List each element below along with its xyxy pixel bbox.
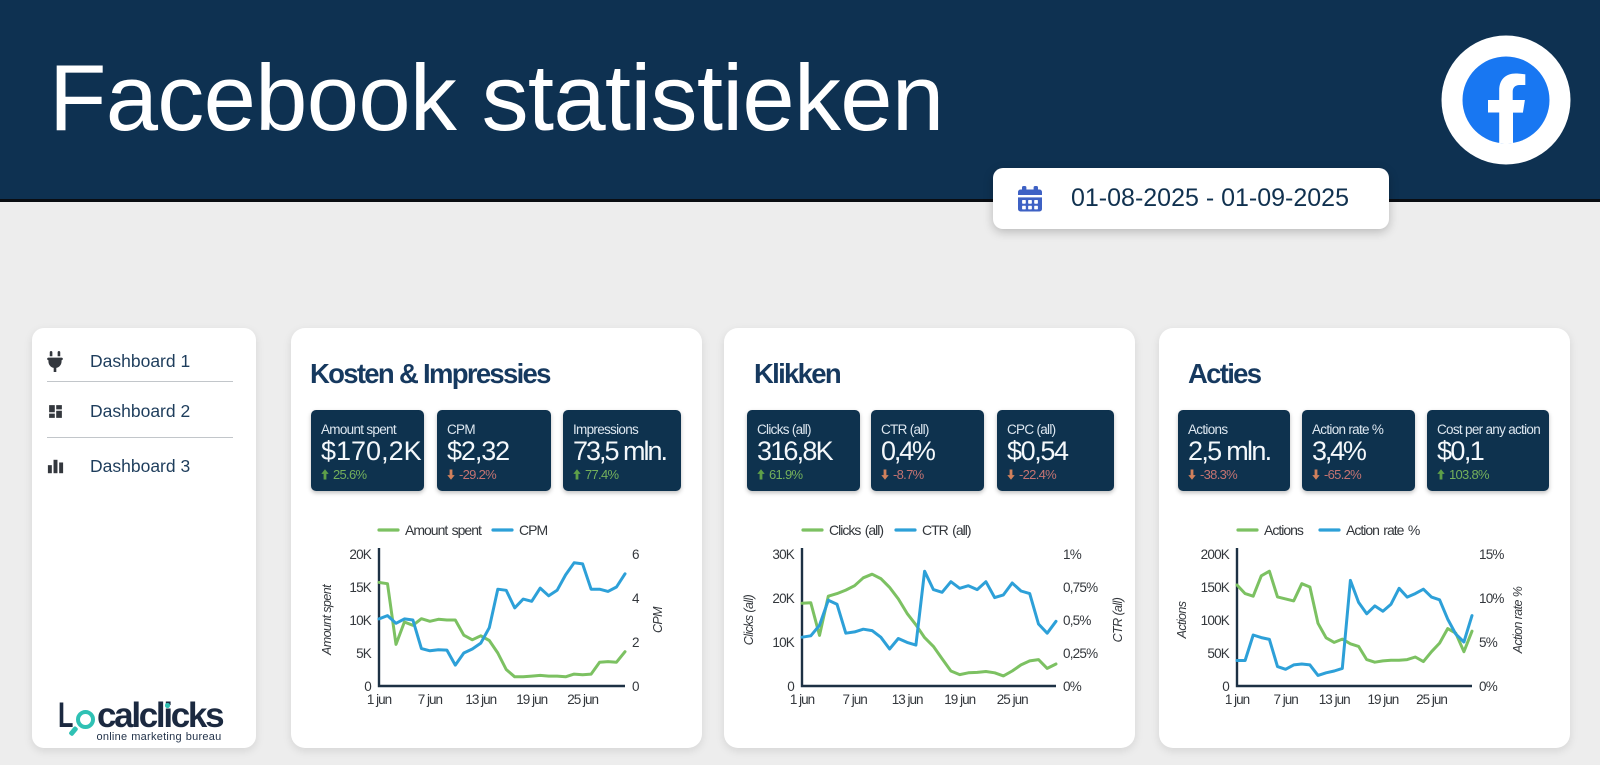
svg-text:10K: 10K xyxy=(349,613,371,628)
svg-text:Actions: Actions xyxy=(1175,601,1189,639)
svg-text:25 jun: 25 jun xyxy=(997,692,1028,707)
svg-text:Clicks (all): Clicks (all) xyxy=(829,522,883,538)
svg-text:5%: 5% xyxy=(1479,635,1498,650)
svg-text:0%: 0% xyxy=(1063,679,1082,694)
svg-text:CTR (all): CTR (all) xyxy=(1111,597,1125,642)
svg-text:0,5%: 0,5% xyxy=(1063,613,1091,628)
svg-text:15K: 15K xyxy=(349,580,371,595)
svg-text:19 jun: 19 jun xyxy=(944,692,975,707)
svg-text:Amount spent: Amount spent xyxy=(320,584,334,656)
svg-text:6: 6 xyxy=(632,547,639,562)
svg-text:2: 2 xyxy=(632,635,639,650)
svg-text:19 jun: 19 jun xyxy=(1368,692,1399,707)
svg-text:Action rate %: Action rate % xyxy=(1346,522,1420,538)
svg-text:50K: 50K xyxy=(1207,646,1229,661)
svg-text:4: 4 xyxy=(632,591,640,606)
svg-text:1 jun: 1 jun xyxy=(790,692,815,707)
svg-text:200K: 200K xyxy=(1201,547,1230,562)
svg-text:Clicks (all): Clicks (all) xyxy=(742,594,756,645)
svg-text:7 jun: 7 jun xyxy=(418,692,443,707)
svg-text:7 jun: 7 jun xyxy=(842,692,867,707)
svg-text:13 jun: 13 jun xyxy=(892,692,923,707)
svg-text:Action rate %: Action rate % xyxy=(1511,586,1525,654)
svg-text:0,75%: 0,75% xyxy=(1063,580,1098,595)
svg-text:Actions: Actions xyxy=(1264,522,1304,538)
svg-text:13 jun: 13 jun xyxy=(465,692,496,707)
svg-text:20K: 20K xyxy=(772,591,794,606)
svg-text:100K: 100K xyxy=(1201,613,1230,628)
svg-text:1 jun: 1 jun xyxy=(1225,692,1250,707)
svg-text:13 jun: 13 jun xyxy=(1319,692,1350,707)
svg-text:20K: 20K xyxy=(349,547,371,562)
svg-text:0%: 0% xyxy=(1479,679,1498,694)
svg-text:19 jun: 19 jun xyxy=(516,692,547,707)
svg-text:25 jun: 25 jun xyxy=(567,692,598,707)
svg-text:150K: 150K xyxy=(1201,580,1230,595)
svg-text:10K: 10K xyxy=(772,635,794,650)
svg-text:1%: 1% xyxy=(1063,547,1082,562)
svg-text:7 jun: 7 jun xyxy=(1273,692,1298,707)
svg-text:0: 0 xyxy=(787,679,794,694)
svg-text:0,25%: 0,25% xyxy=(1063,646,1098,661)
svg-text:1 jun: 1 jun xyxy=(367,692,392,707)
svg-text:0: 0 xyxy=(1222,679,1229,694)
svg-text:30K: 30K xyxy=(772,547,794,562)
svg-text:0: 0 xyxy=(364,679,371,694)
svg-text:Amount spent: Amount spent xyxy=(405,522,482,538)
svg-text:25 jun: 25 jun xyxy=(1416,692,1447,707)
svg-text:CPM: CPM xyxy=(519,522,547,538)
svg-text:15%: 15% xyxy=(1479,547,1504,562)
svg-text:5K: 5K xyxy=(356,646,372,661)
svg-text:CTR (all): CTR (all) xyxy=(922,522,971,538)
svg-text:0: 0 xyxy=(632,679,639,694)
svg-text:CPM: CPM xyxy=(651,606,665,633)
svg-text:10%: 10% xyxy=(1479,591,1504,606)
